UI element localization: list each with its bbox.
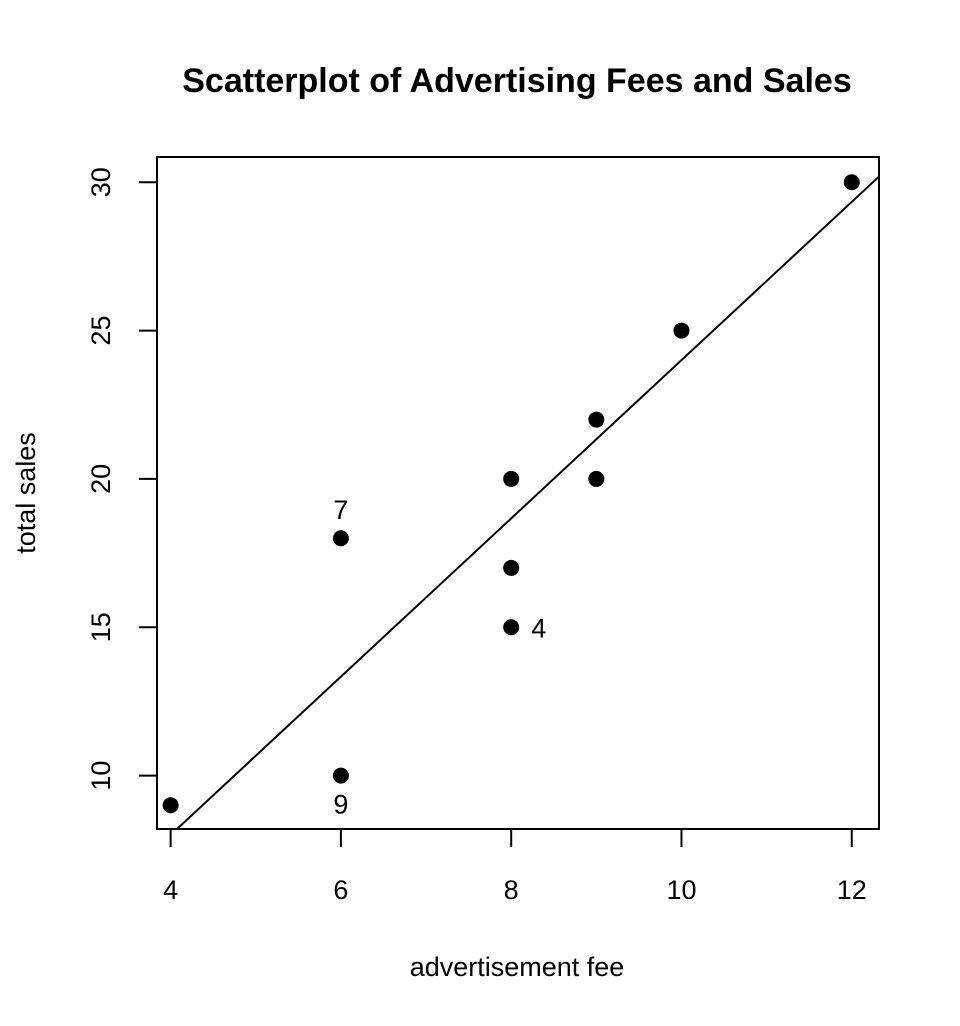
data-point bbox=[503, 559, 520, 576]
y-tick-label: 30 bbox=[86, 167, 116, 197]
data-point bbox=[332, 767, 349, 784]
data-point bbox=[162, 797, 179, 814]
regression-line bbox=[176, 175, 880, 830]
x-axis-title: advertisement fee bbox=[410, 952, 625, 982]
data-point bbox=[673, 322, 690, 339]
plot-frame bbox=[156, 156, 880, 830]
x-tick-label: 8 bbox=[504, 875, 519, 905]
point-label: 4 bbox=[531, 613, 546, 643]
y-tick-label: 10 bbox=[86, 761, 116, 791]
data-point bbox=[503, 470, 520, 487]
point-label: 9 bbox=[333, 790, 348, 820]
y-tick-label: 25 bbox=[86, 316, 116, 346]
data-point bbox=[843, 174, 860, 191]
data-point bbox=[503, 619, 520, 636]
data-point bbox=[588, 411, 605, 428]
y-axis-title: total sales bbox=[11, 432, 41, 554]
chart-title: Scatterplot of Advertising Fees and Sale… bbox=[182, 62, 851, 100]
x-tick-label: 10 bbox=[666, 875, 696, 905]
y-tick-label: 20 bbox=[86, 464, 116, 494]
x-tick-label: 12 bbox=[837, 875, 867, 905]
x-tick-label: 4 bbox=[163, 875, 178, 905]
y-tick-label: 15 bbox=[86, 612, 116, 642]
point-label: 7 bbox=[333, 495, 348, 525]
data-point bbox=[588, 470, 605, 487]
x-tick-label: 6 bbox=[333, 875, 348, 905]
data-point bbox=[332, 530, 349, 547]
